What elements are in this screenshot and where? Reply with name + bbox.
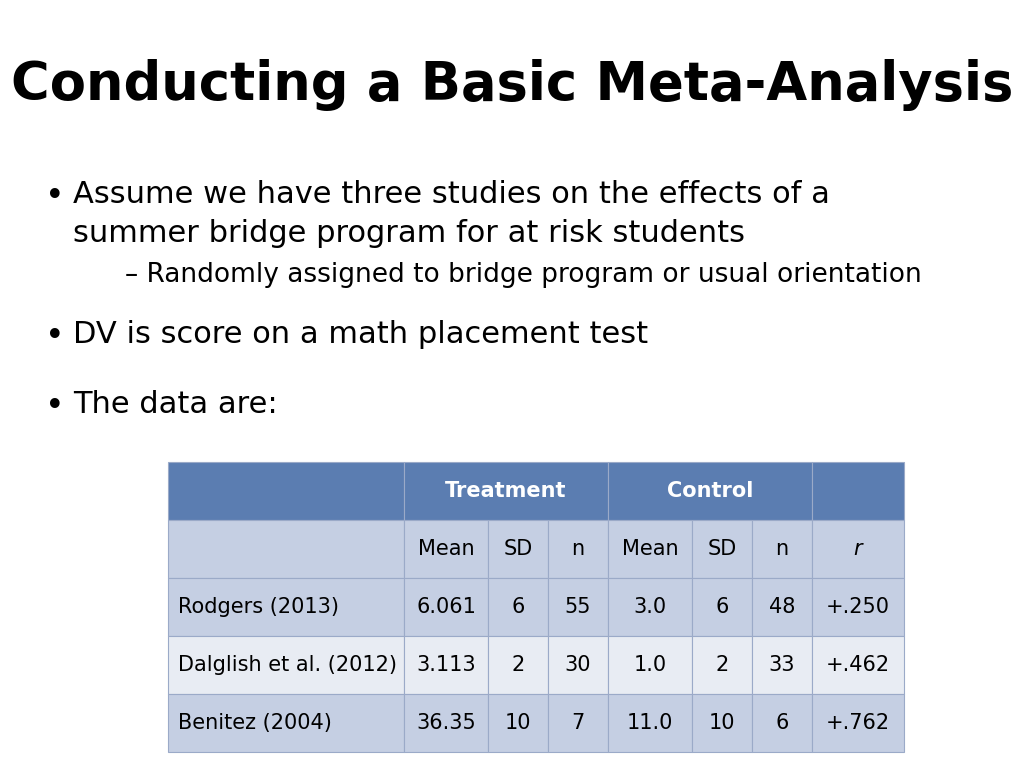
Text: •: • [45, 390, 65, 423]
Bar [608, 694, 692, 752]
Text: Benitez (2004): Benitez (2004) [178, 713, 332, 733]
Bar [404, 578, 488, 636]
Text: 6: 6 [716, 597, 729, 617]
Text: 10: 10 [709, 713, 735, 733]
Bar [812, 636, 904, 694]
Text: Rodgers (2013): Rodgers (2013) [178, 597, 339, 617]
Bar [608, 462, 812, 520]
Bar [168, 462, 404, 520]
Text: 6: 6 [511, 597, 524, 617]
Bar [752, 636, 812, 694]
Bar [608, 520, 692, 578]
Bar [548, 636, 608, 694]
Bar [752, 520, 812, 578]
Bar [548, 578, 608, 636]
Bar [692, 694, 752, 752]
Text: 1.0: 1.0 [634, 655, 667, 675]
Text: Dalglish et al. (2012): Dalglish et al. (2012) [178, 655, 397, 675]
Bar [168, 578, 404, 636]
Bar [692, 520, 752, 578]
Text: 6: 6 [775, 713, 788, 733]
Bar [548, 520, 608, 578]
Text: 33: 33 [769, 655, 796, 675]
Bar [404, 462, 608, 520]
Text: 30: 30 [565, 655, 591, 675]
Text: Mean: Mean [622, 539, 678, 559]
Text: 2: 2 [716, 655, 729, 675]
Text: 11.0: 11.0 [627, 713, 673, 733]
Text: Control: Control [667, 481, 754, 501]
Text: Conducting a Basic Meta-Analysis: Conducting a Basic Meta-Analysis [11, 59, 1013, 111]
Text: Mean: Mean [418, 539, 474, 559]
Bar [608, 578, 692, 636]
Text: SD: SD [504, 539, 532, 559]
Text: 36.35: 36.35 [416, 713, 476, 733]
Bar [168, 520, 404, 578]
Text: – Randomly assigned to bridge program or usual orientation: – Randomly assigned to bridge program or… [125, 262, 922, 288]
Bar [548, 694, 608, 752]
Text: 3.0: 3.0 [634, 597, 667, 617]
Bar [812, 578, 904, 636]
Text: 2: 2 [511, 655, 524, 675]
Bar [812, 694, 904, 752]
Text: Treatment: Treatment [445, 481, 566, 501]
Bar [608, 636, 692, 694]
Bar [692, 636, 752, 694]
Bar [488, 520, 548, 578]
Bar [404, 694, 488, 752]
Text: +.762: +.762 [826, 713, 890, 733]
Bar [488, 578, 548, 636]
Text: n: n [775, 539, 788, 559]
Text: The data are:: The data are: [73, 390, 278, 419]
Text: +.462: +.462 [826, 655, 890, 675]
Bar [752, 694, 812, 752]
Text: SD: SD [708, 539, 736, 559]
Text: 10: 10 [505, 713, 531, 733]
Bar [488, 636, 548, 694]
Bar [752, 578, 812, 636]
Text: 3.113: 3.113 [416, 655, 476, 675]
Text: 6.061: 6.061 [416, 597, 476, 617]
Text: 55: 55 [565, 597, 591, 617]
Text: r: r [854, 539, 862, 559]
Text: •: • [45, 320, 65, 353]
Text: +.250: +.250 [826, 597, 890, 617]
Bar [812, 520, 904, 578]
Bar [404, 520, 488, 578]
Text: Assume we have three studies on the effects of a
summer bridge program for at ri: Assume we have three studies on the effe… [73, 180, 829, 248]
Bar [168, 694, 404, 752]
Text: DV is score on a math placement test: DV is score on a math placement test [73, 320, 648, 349]
Bar [488, 694, 548, 752]
Bar [692, 578, 752, 636]
Bar [168, 636, 404, 694]
Text: 7: 7 [571, 713, 585, 733]
Text: •: • [45, 180, 65, 213]
Bar [812, 462, 904, 520]
Bar [404, 636, 488, 694]
Text: 48: 48 [769, 597, 796, 617]
Text: n: n [571, 539, 585, 559]
